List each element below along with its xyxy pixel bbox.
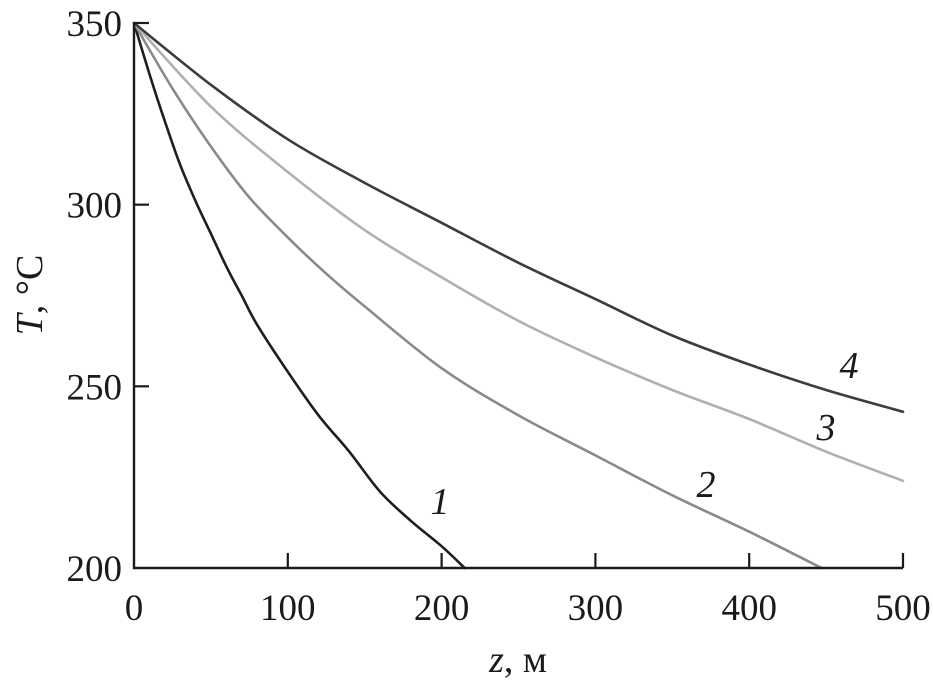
- y-axis-ticks: 200 250 300 350: [67, 4, 149, 590]
- x-tick-label: 100: [260, 588, 316, 629]
- series-lines: [132, 21, 905, 570]
- x-tick-label: 200: [414, 588, 470, 629]
- x-tick-label: 400: [721, 588, 777, 629]
- series-line-3: [132, 21, 905, 483]
- x-tick-label: 500: [875, 588, 931, 629]
- series-label-3: 3: [816, 407, 836, 449]
- y-tick-label: 200: [67, 549, 123, 590]
- series-label-1: 1: [431, 481, 450, 523]
- x-tick-label: 0: [125, 588, 144, 629]
- y-tick-label: 350: [67, 4, 123, 45]
- series-line-2: [132, 21, 823, 570]
- series-label-4: 4: [840, 345, 859, 387]
- series-line-4: [132, 21, 905, 414]
- y-tick-label: 300: [67, 186, 123, 227]
- x-tick-label: 300: [568, 588, 624, 629]
- series-line-1: [132, 21, 466, 570]
- y-axis-label: T, °C: [9, 255, 51, 336]
- x-axis-label: z, м: [488, 639, 547, 681]
- series-label-2: 2: [697, 464, 716, 506]
- y-tick-label: 250: [67, 367, 123, 408]
- x-axis-ticks: 0 100 200 300 400 500: [125, 553, 931, 629]
